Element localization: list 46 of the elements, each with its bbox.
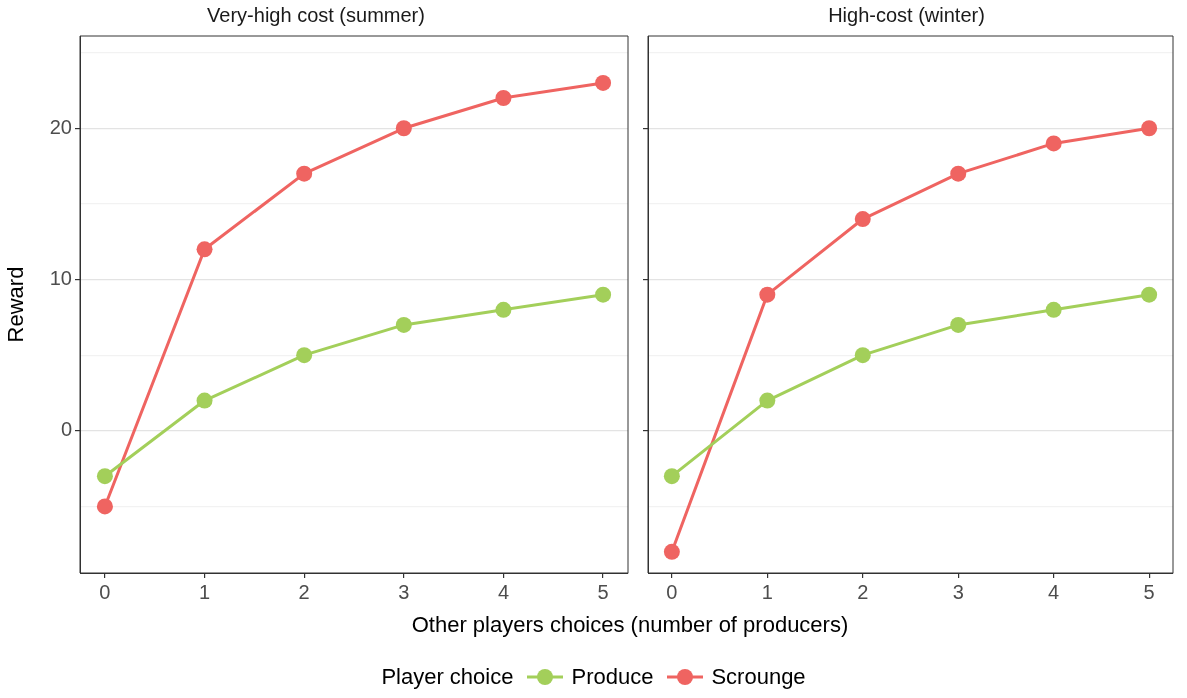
legend-title: Player choice [381, 664, 514, 690]
x-tick-label: 3 [398, 580, 410, 603]
x-tick-label: 4 [497, 580, 510, 603]
x-tick-label: 1 [761, 580, 773, 603]
point [1045, 135, 1062, 152]
point [495, 90, 512, 107]
point [950, 316, 967, 333]
point [495, 301, 512, 318]
point [595, 74, 612, 91]
chart-title: Very-high cost (summer) [207, 3, 425, 26]
legend-label: Scrounge [711, 664, 806, 690]
x-tick-label: 1 [198, 580, 211, 603]
point [395, 316, 412, 333]
x-tick-label: 4 [1048, 580, 1060, 603]
point [1141, 120, 1158, 137]
point [1141, 286, 1158, 303]
x-tick-label: 2 [298, 580, 310, 603]
x-axis-title: Other players choices (number of producers) [410, 612, 850, 638]
point [595, 286, 612, 303]
x-tick-label: 5 [597, 580, 609, 603]
x-tick-label: 0 [99, 580, 111, 603]
y-axis-title: Reward [3, 266, 29, 343]
point [663, 543, 680, 560]
point [395, 120, 412, 137]
point [950, 165, 967, 182]
point [96, 498, 113, 515]
point [759, 286, 776, 303]
point [854, 347, 871, 364]
x-tick-label: 5 [1143, 580, 1155, 603]
legend-label: Produce [571, 664, 654, 690]
point [196, 392, 213, 409]
y-tick-label: 20 [49, 115, 72, 138]
point [196, 241, 213, 258]
point [663, 468, 680, 485]
point [1045, 301, 1062, 318]
x-tick-label: 2 [857, 580, 869, 603]
x-tick-label: 0 [666, 580, 678, 603]
y-tick-label: 10 [49, 267, 72, 290]
point [759, 392, 776, 409]
point [296, 165, 313, 182]
x-tick-label: 3 [952, 580, 964, 603]
point [854, 211, 871, 228]
point [96, 468, 113, 485]
point [296, 347, 313, 364]
y-tick-label: 0 [60, 418, 72, 441]
chart-title: High-cost (winter) [828, 3, 985, 26]
